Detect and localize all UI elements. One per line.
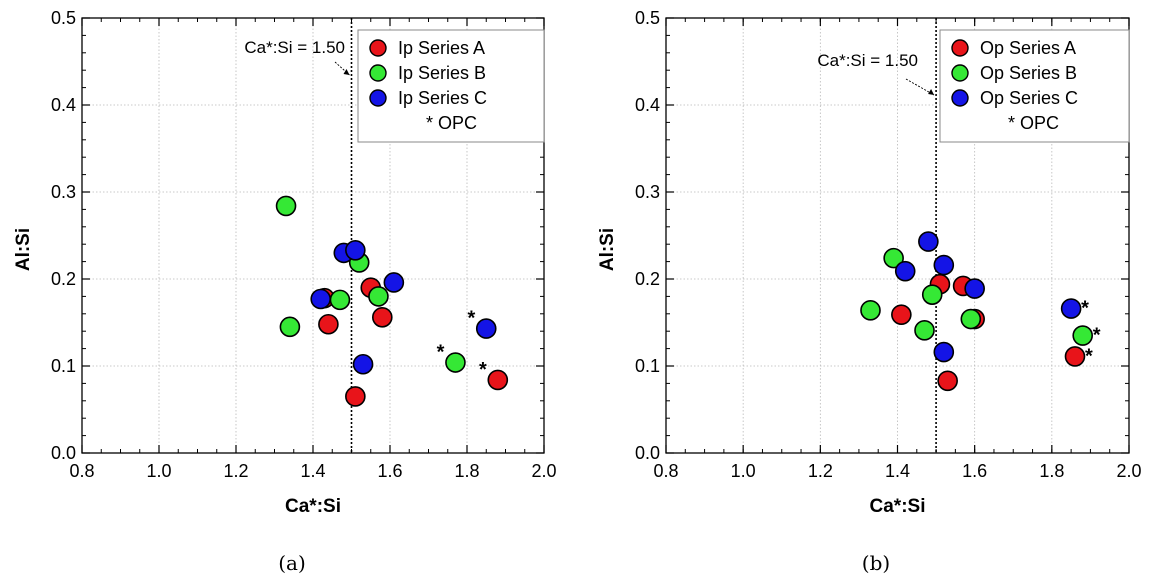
data-point-op-series-b — [914, 320, 935, 341]
x-tick-label: 1.2 — [223, 461, 248, 481]
y-tick-label: 0.2 — [51, 269, 76, 289]
reference-arrowhead — [928, 89, 935, 95]
panel-caption: (b) — [862, 551, 890, 575]
x-tick-label: 1.8 — [1039, 461, 1064, 481]
legend-label: Op Series C — [980, 88, 1078, 108]
x-tick-label: 1.2 — [808, 461, 833, 481]
opc-marker: * — [479, 359, 487, 381]
y-tick-label: 0.3 — [51, 182, 76, 202]
legend-marker — [369, 39, 387, 57]
data-point-ip-series-b — [368, 286, 389, 307]
data-point-op-series-c — [1060, 298, 1082, 319]
legend-box — [939, 29, 1130, 143]
data-point-ip-series-c — [475, 318, 497, 339]
legend-marker — [951, 64, 969, 82]
legend-marker — [369, 89, 387, 107]
chart-panel-a: 0.8 1.0 1.2 1.4 1.6 1.8 2.0 0.0 0.1 0.2 0.3 0.4 0.5 C… — [13, 8, 557, 575]
data-point-op-series-c — [933, 341, 955, 363]
y-tick-label: 0.3 — [635, 182, 660, 202]
y-tick-label: 0.4 — [51, 95, 76, 115]
x-tick-label: 1.4 — [885, 461, 910, 481]
legend-note: * OPC — [426, 113, 477, 133]
data-point-op-series-c — [933, 254, 955, 276]
legend-box — [357, 29, 545, 143]
y-axis-label: Al:Si — [13, 228, 34, 271]
y-tick-label: 0.5 — [51, 8, 76, 28]
x-tick-label: 1.8 — [454, 461, 479, 481]
x-tick-label: 1.6 — [962, 461, 987, 481]
legend: Ip Series A Ip Series B Ip Series C * OPC — [357, 29, 545, 143]
legend-marker — [951, 39, 969, 57]
data-point-ip-series-b — [445, 352, 466, 373]
data-point-ip-series-b — [329, 289, 351, 311]
chart-panel-b: 0.8 1.0 1.2 1.4 1.6 1.8 2.0 0.0 0.1 0.2 0.3 0.4 0.5 C… — [597, 8, 1142, 575]
opc-marker: * — [1081, 298, 1089, 320]
data-point-ip-series-c — [383, 272, 405, 293]
data-point-ip-series-c — [345, 239, 366, 261]
data-point-op-series-a — [891, 304, 912, 325]
reference-arrowhead — [343, 69, 350, 75]
legend-label: Ip Series A — [398, 38, 485, 58]
plot-frame — [81, 17, 545, 454]
y-tick-label: 0.2 — [635, 269, 660, 289]
x-axis-label: Ca*:Si — [870, 496, 926, 517]
legend-label: Ip Series C — [398, 88, 487, 108]
x-tick-label: 2.0 — [1116, 461, 1141, 481]
x-tick-label: 0.8 — [69, 461, 94, 481]
y-tick-label: 0.5 — [635, 8, 660, 28]
y-tick-label: 0.0 — [51, 443, 76, 463]
x-tick-label: 1.6 — [377, 461, 402, 481]
data-point-op-series-b — [960, 308, 982, 330]
data-point-op-series-a — [1064, 346, 1086, 367]
x-axis-label: Ca*:Si — [285, 496, 341, 517]
legend-marker — [369, 64, 387, 82]
reference-arrow — [905, 78, 935, 96]
data-point-op-series-b — [1072, 325, 1093, 346]
legend-label: Ip Series B — [398, 63, 486, 83]
legend-label: Op Series A — [980, 38, 1076, 58]
data-point-op-series-b — [860, 300, 881, 321]
panel-caption: (a) — [278, 551, 306, 575]
data-point-op-series-c — [894, 260, 916, 282]
reference-line-label: Ca*:Si = 1.50 — [244, 38, 345, 57]
opc-marker: * — [467, 308, 475, 330]
opc-marker: * — [1085, 345, 1093, 367]
x-tick-label: 1.0 — [146, 461, 171, 481]
x-tick-label: 0.8 — [653, 461, 678, 481]
data-point-ip-series-b — [275, 195, 297, 217]
y-tick-label: 0.0 — [635, 443, 660, 463]
data-point-op-series-c — [964, 278, 985, 299]
y-tick-label: 0.1 — [635, 356, 660, 376]
plot-frame — [665, 17, 1130, 454]
data-point-ip-series-a — [371, 306, 393, 328]
data-point-ip-series-a — [487, 369, 509, 391]
x-tick-label: 2.0 — [531, 461, 556, 481]
x-tick-label: 1.4 — [300, 461, 325, 481]
data-point-op-series-b — [921, 284, 943, 305]
y-tick-label: 0.1 — [51, 356, 76, 376]
reference-line-label: Ca*:Si = 1.50 — [817, 51, 918, 70]
opc-marker: * — [1093, 325, 1101, 347]
opc-marker: * — [437, 342, 445, 364]
data-point-ip-series-b — [279, 316, 301, 338]
x-tick-label: 1.0 — [731, 461, 756, 481]
data-point-op-series-c — [918, 231, 939, 252]
data-point-op-series-b — [883, 247, 904, 269]
data-point-ip-series-c — [352, 353, 374, 375]
y-axis-label: Al:Si — [597, 228, 618, 271]
legend-note: * OPC — [1008, 113, 1059, 133]
data-point-ip-series-c — [310, 288, 332, 310]
y-tick-label: 0.4 — [635, 95, 660, 115]
data-point-op-series-a — [937, 370, 958, 392]
data-point-ip-series-a — [345, 386, 366, 407]
legend: Op Series A Op Series B Op Series C * OPC — [939, 29, 1130, 143]
legend-marker — [951, 89, 969, 107]
legend-label: Op Series B — [980, 63, 1077, 83]
data-point-ip-series-a — [318, 313, 339, 335]
